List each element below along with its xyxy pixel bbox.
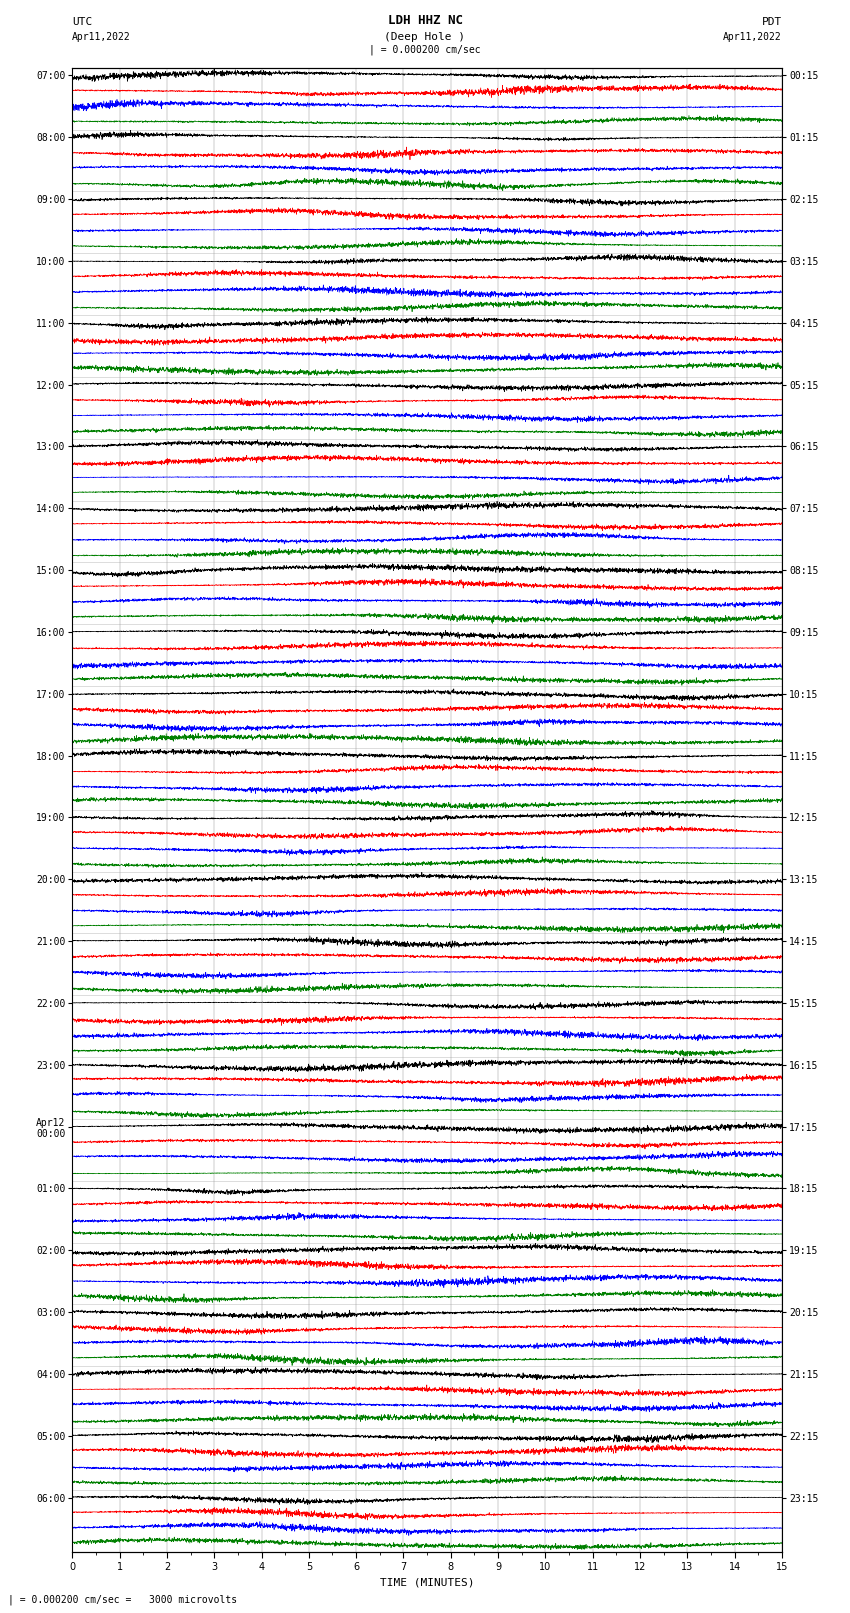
Text: | = 0.000200 cm/sec: | = 0.000200 cm/sec [369,44,481,55]
Text: (Deep Hole ): (Deep Hole ) [384,32,466,42]
Text: UTC: UTC [72,18,93,27]
X-axis label: TIME (MINUTES): TIME (MINUTES) [380,1578,474,1587]
Text: PDT: PDT [762,18,782,27]
Text: Apr11,2022: Apr11,2022 [723,32,782,42]
Text: Apr11,2022: Apr11,2022 [72,32,131,42]
Text: | = 0.000200 cm/sec =   3000 microvolts: | = 0.000200 cm/sec = 3000 microvolts [8,1594,238,1605]
Text: LDH HHZ NC: LDH HHZ NC [388,15,462,27]
